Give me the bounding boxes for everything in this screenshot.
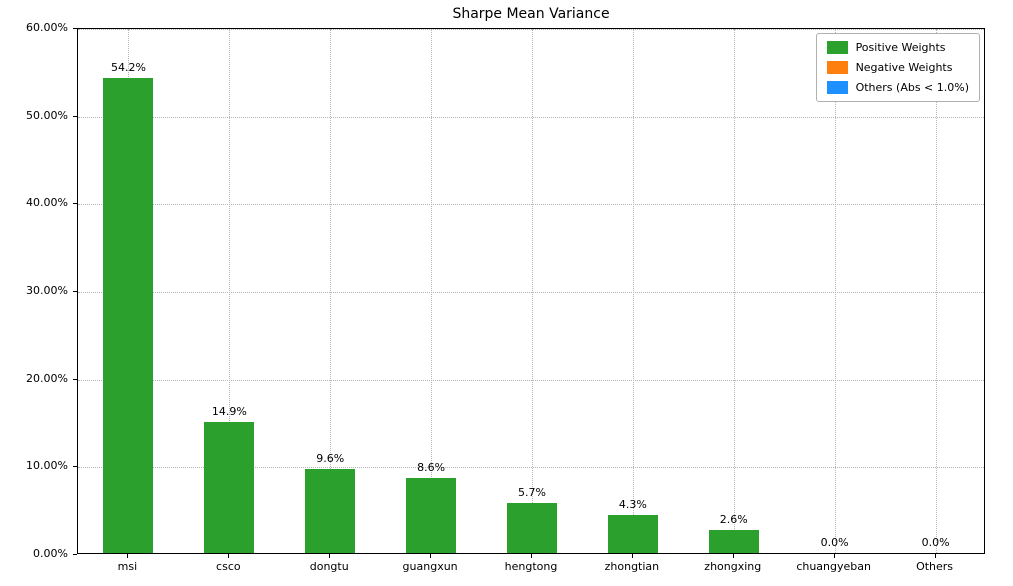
x-tick-mark — [127, 554, 129, 558]
x-tick-label: Others — [916, 560, 954, 573]
x-tick-mark — [329, 554, 331, 558]
vertical-gridline — [733, 29, 735, 553]
horizontal-gridline — [78, 292, 984, 293]
bar-value-label: 14.9% — [211, 405, 247, 419]
legend-swatch — [826, 61, 848, 74]
y-tick-label: 30.00% — [26, 284, 68, 297]
vertical-gridline — [834, 29, 836, 553]
bar-value-label: 5.7% — [518, 486, 546, 500]
y-tick-label: 50.00% — [26, 108, 68, 122]
chart-title: Sharpe Mean Variance — [452, 6, 610, 22]
legend-entry: Negative Weights — [826, 61, 969, 74]
y-tick-mark — [73, 291, 77, 292]
y-tick-mark — [73, 554, 77, 555]
horizontal-gridline — [78, 29, 984, 30]
horizontal-gridline — [78, 379, 984, 381]
bar — [708, 530, 759, 553]
bar — [507, 503, 557, 553]
bar — [305, 468, 356, 553]
x-tick-label: guangxun — [402, 560, 458, 573]
y-tick-label: 60.00% — [26, 21, 68, 34]
horizontal-gridline — [78, 116, 984, 118]
legend-entry-label: Negative Weights — [855, 61, 953, 74]
x-tick-label: chuangyeban — [796, 560, 871, 573]
bar-value-label: 8.6% — [417, 460, 446, 474]
bar-value-label: 54.2% — [110, 60, 146, 74]
y-tick-label: 40.00% — [26, 196, 68, 210]
y-tick-mark — [73, 203, 77, 205]
x-tick-mark — [732, 554, 734, 558]
x-tick-label: csco — [216, 560, 241, 573]
vertical-gridline — [935, 29, 937, 553]
x-tick-mark — [531, 554, 532, 558]
y-tick-mark — [73, 378, 77, 380]
y-tick-mark — [73, 28, 77, 29]
bar-value-label: 4.3% — [618, 498, 647, 512]
horizontal-gridline — [78, 467, 984, 469]
y-tick-mark — [73, 115, 77, 117]
bar-value-label: 0.0% — [820, 536, 849, 549]
legend-entry: Positive Weights — [826, 41, 969, 54]
x-tick-mark — [934, 554, 936, 558]
legend-swatch — [826, 81, 848, 94]
vertical-gridline — [330, 29, 332, 553]
bar — [204, 422, 255, 553]
x-tick-mark — [430, 554, 432, 558]
legend: Positive Weights Negative Weights Others (… — [815, 33, 980, 102]
vertical-gridline — [229, 29, 231, 553]
bar — [607, 515, 658, 553]
x-tick-label: zhongtian — [604, 560, 660, 573]
y-tick-mark — [73, 466, 77, 468]
x-tick-mark — [228, 554, 230, 558]
x-tick-label: dongtu — [309, 560, 349, 573]
y-tick-label: 0.00% — [33, 547, 68, 560]
legend-entry-label: Positive Weights — [855, 41, 946, 54]
y-tick-label: 20.00% — [26, 371, 68, 385]
vertical-gridline — [532, 29, 533, 553]
bar-value-label: 2.6% — [719, 513, 748, 527]
legend-entry: Others (Abs < 1.0%) — [826, 81, 969, 94]
vertical-gridline — [431, 29, 433, 553]
bar-value-label: 9.6% — [316, 451, 345, 465]
bar-value-label: 0.0% — [921, 536, 950, 549]
x-tick-label: msi — [117, 560, 138, 573]
plot-area: 54.2% 14.9% 9.6% 8.6% 5.7% 4.3% 2.6% 0.0% 0.0% — [77, 28, 985, 554]
horizontal-gridline — [78, 204, 984, 206]
x-tick-label: zhongxing — [704, 560, 762, 573]
x-tick-mark — [833, 554, 835, 558]
bar — [103, 77, 154, 553]
legend-entry-label: Others (Abs < 1.0%) — [855, 81, 969, 94]
bar — [406, 477, 457, 553]
y-tick-label: 10.00% — [26, 459, 68, 473]
x-tick-mark — [631, 554, 633, 558]
x-tick-label: hengtong — [504, 560, 558, 573]
legend-swatch — [826, 41, 848, 54]
vertical-gridline — [632, 29, 634, 553]
